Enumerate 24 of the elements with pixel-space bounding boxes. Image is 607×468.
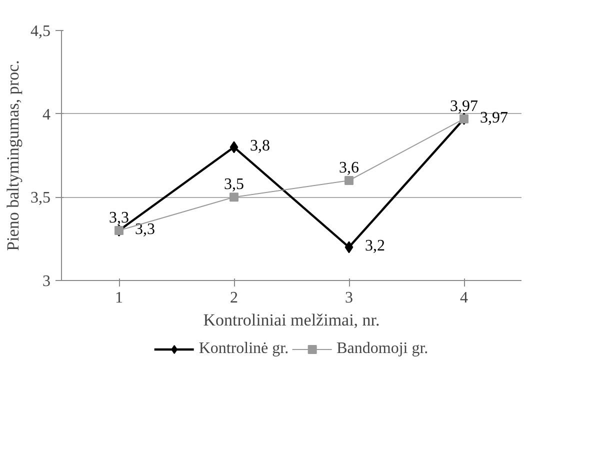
legend-label: Kontrolinė gr. [198,340,289,358]
y-tick-label: 4 [42,106,50,124]
x-tick-label: 1 [115,290,123,306]
data-label: 3,2 [365,238,385,255]
data-label: 3,5 [224,176,244,194]
data-label: 3,97 [480,109,508,126]
legend-label: Bandomoji gr. [336,340,428,358]
data-label: 3,8 [250,138,270,155]
data-label: 3,3 [135,221,155,238]
x-tick-label: 3 [345,290,353,306]
point [230,192,238,202]
point [344,176,354,185]
data-label: 3,6 [339,160,359,176]
x-tick-label: 4 [460,290,468,306]
y-axis-title: Pieno baltymingumas, proc. [4,60,22,251]
data-label: 3,3 [109,210,129,226]
data-label: 3,97 [450,98,478,115]
y-tick-label: 3 [42,273,50,290]
point [344,241,354,254]
x-tick-label: 2 [230,290,238,306]
y-tick-label: 3,5 [30,190,50,207]
point [230,141,238,154]
x-axis-title: Kontroliniai melžimai, nr. [203,310,380,330]
y-tick-label: 4,5 [30,23,50,40]
